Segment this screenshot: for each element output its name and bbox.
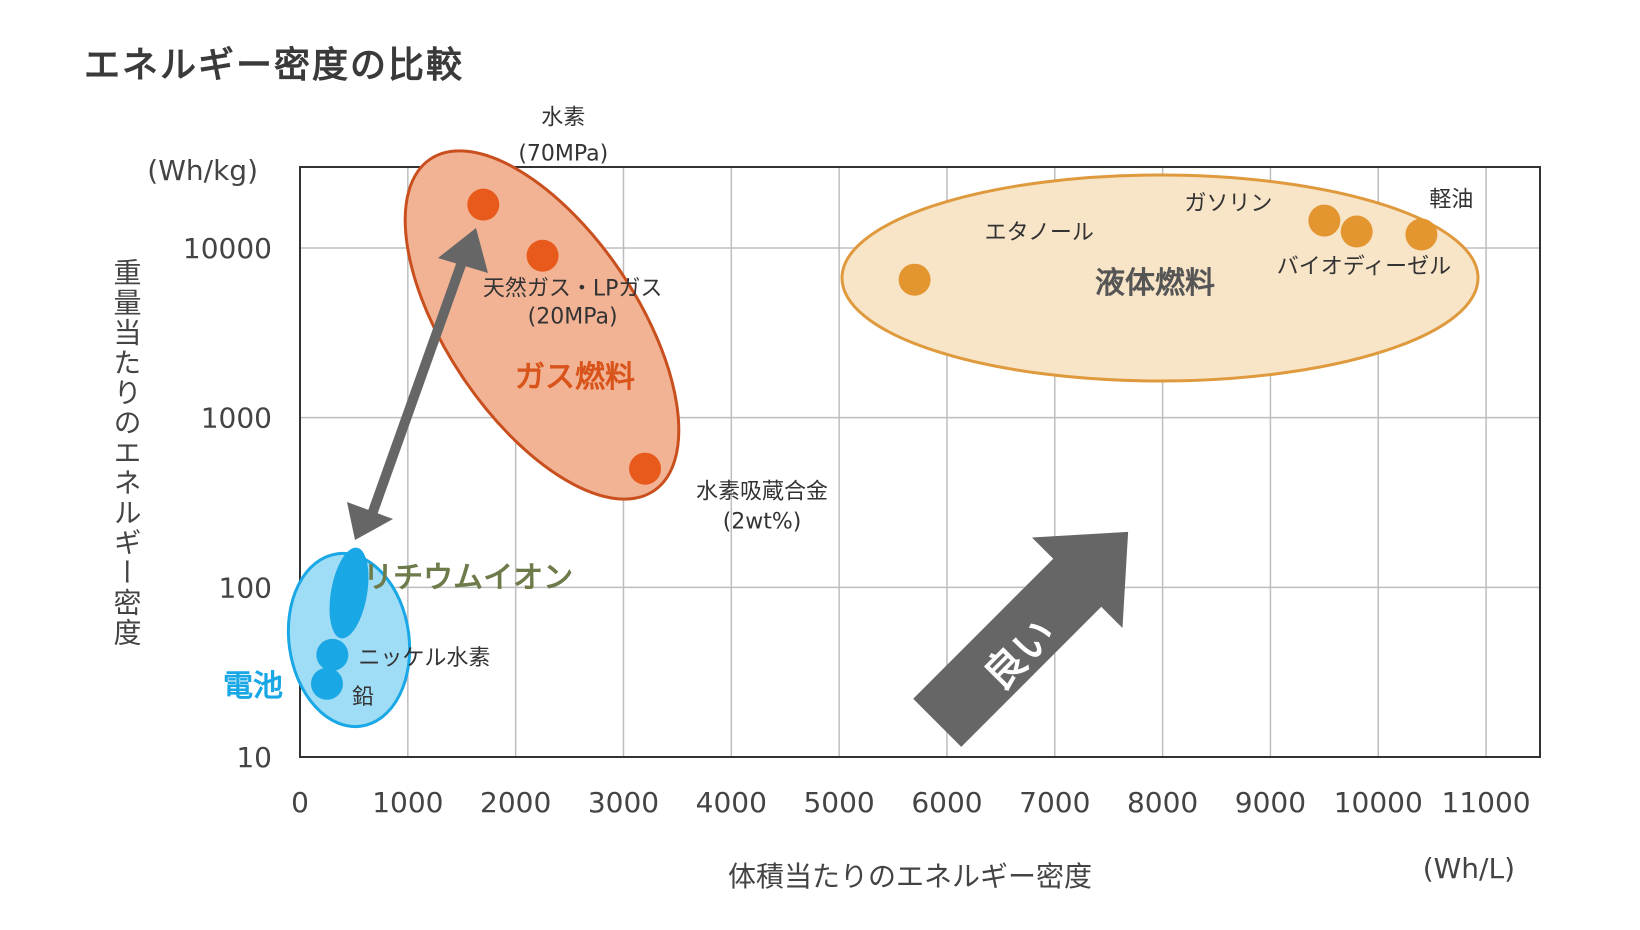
x-tick-label: 6000 <box>911 786 982 819</box>
page-title: エネルギー密度の比較 <box>84 45 465 86</box>
x-tick-label: 0 <box>291 786 309 819</box>
lithium-ion-blob <box>329 547 369 639</box>
x-tick-label: 8000 <box>1127 786 1198 819</box>
group-label: 液体燃料 <box>1095 266 1215 301</box>
y-tick-label: 1000 <box>201 402 272 435</box>
x-tick-label: 10000 <box>1334 786 1423 819</box>
x-unit-label: (Wh/L) <box>1423 852 1515 885</box>
x-tick-label: 7000 <box>1019 786 1090 819</box>
data-point <box>467 188 500 221</box>
data-label: 水素 <box>541 106 585 131</box>
data-sublabel: (2wt%) <box>723 510 802 535</box>
x-tick-label: 2000 <box>480 786 551 819</box>
y-unit-label: (Wh/kg) <box>147 154 258 187</box>
x-tick-label: 11000 <box>1442 786 1531 819</box>
y-tick-label: 100 <box>219 571 272 604</box>
y-axis-label: 重量当たりのエネルギー密度 <box>110 258 143 648</box>
data-label: 天然ガス・LPガス <box>483 277 663 302</box>
x-axis-label: 体積当たりのエネルギー密度 <box>728 860 1092 893</box>
data-point <box>898 263 931 296</box>
x-tick-label: 9000 <box>1235 786 1306 819</box>
data-label: 軽油 <box>1429 188 1473 213</box>
axis-text: 0 1000 2000 3000 4000 5000 6000 7000 8000 9000 100… <box>110 154 1531 893</box>
data-label: エタノール <box>985 221 1094 246</box>
data-label: リチウムイオン <box>363 560 573 595</box>
data-point <box>310 667 343 700</box>
x-tick-label: 3000 <box>588 786 659 819</box>
data-label: ガソリン <box>1184 192 1272 217</box>
data-point <box>1308 204 1341 237</box>
plot-frame <box>299 166 1541 758</box>
comparison-double-arrow <box>347 228 488 540</box>
data-point <box>1340 215 1373 248</box>
y-tick-label: 10000 <box>183 232 272 265</box>
data-point <box>526 239 559 272</box>
data-sublabel: (70MPa) <box>518 142 608 167</box>
data-label: バイオディーゼル <box>1277 255 1451 280</box>
data-label: 水素吸蔵合金 <box>696 480 828 505</box>
data-points: 水素 (70MPa) 天然ガス・LPガス (20MPa) 水素吸蔵合金 (2wt%) エタノ… <box>310 106 1473 710</box>
x-tick-label: 1000 <box>372 786 443 819</box>
y-tick-label: 10 <box>236 741 272 774</box>
data-sublabel: (20MPa) <box>528 305 618 330</box>
data-point <box>1405 218 1438 251</box>
x-tick-label: 4000 <box>696 786 767 819</box>
group-label: 電池 <box>223 669 283 704</box>
data-label: ニッケル水素 <box>358 646 490 671</box>
data-label: 鉛 <box>352 685 374 710</box>
data-point <box>316 638 349 671</box>
x-tick-label: 5000 <box>803 786 874 819</box>
data-point <box>629 452 662 485</box>
better-direction-arrow <box>913 531 1129 747</box>
group-label: ガス燃料 <box>515 360 635 395</box>
